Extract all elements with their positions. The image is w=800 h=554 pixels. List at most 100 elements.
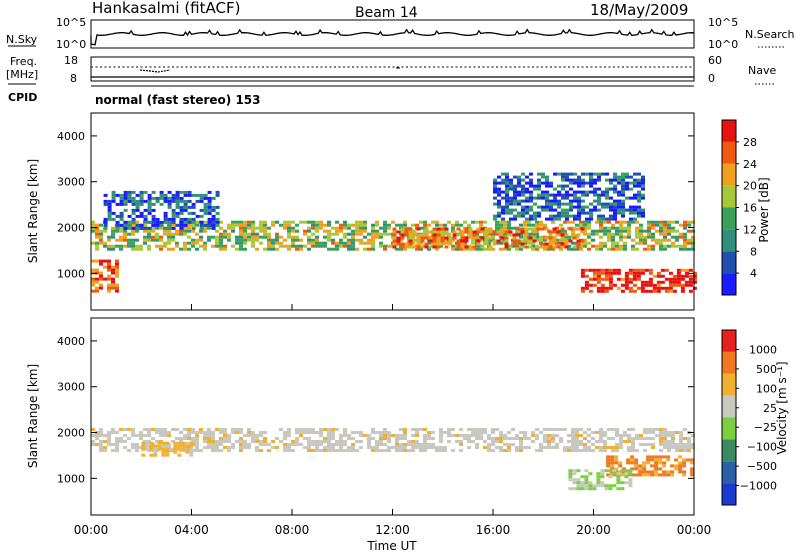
power-cell [557,202,561,206]
power-cell [155,226,159,230]
velocity-cell [511,443,515,446]
power-cell [191,229,195,233]
velocity-cell [443,449,447,452]
velocity-cell [223,440,227,443]
power-cell [99,223,103,227]
power-cell [521,184,525,188]
velocity-cell [383,431,387,434]
power-cell [151,220,156,224]
velocity-cell [215,443,219,446]
power-cell [163,196,168,200]
power-cell [676,283,681,287]
power-cell [667,226,671,230]
power-cell [231,220,235,224]
power-cell [335,244,339,248]
power-cell [505,202,509,206]
power-cell [583,244,587,248]
power-cell [115,226,120,230]
power-cell [559,223,563,227]
velocity-cell [141,447,146,451]
velocity-ytick-label: 2000 [57,427,85,440]
power-cell [179,223,184,227]
power-cell [355,247,359,251]
power-cell [143,217,148,221]
velocity-cell [643,449,647,452]
velocity-cell [523,446,527,449]
velocity-cell [255,446,259,449]
power-cell [147,208,152,212]
velocity-cell [343,434,347,437]
power-cell [544,236,549,240]
power-cell [115,286,119,290]
power-cell [239,241,243,245]
power-cell [493,214,497,218]
power-cell [415,247,419,251]
velocity-cell [163,428,167,431]
power-cell [163,229,167,233]
power-cell [471,220,475,224]
power-cell [621,178,625,182]
power-cell [525,181,529,185]
power-cell [553,196,557,200]
power-cell [207,211,212,215]
velocity-cell [185,444,190,448]
power-cell [561,214,565,218]
power-cell [115,202,120,206]
power-cell [609,205,613,209]
velocity-cell [387,449,391,452]
velocity-cell [367,437,371,440]
velocity-cell [603,443,607,446]
power-cell [432,230,437,234]
power-cell [537,184,541,188]
power-cell [504,242,509,246]
velocity-cell [618,470,623,474]
velocity-cell [263,437,267,440]
velocity-cell [91,443,95,446]
velocity-cell [167,431,171,434]
power-cell [521,178,525,182]
power-cell [691,244,695,248]
power-cell [597,214,601,218]
power-cell [111,193,116,197]
velocity-cell [319,434,323,437]
power-cell [585,172,589,176]
power-cell [648,271,653,275]
power-cell [561,172,565,176]
power-cell [497,205,501,209]
power-cell [467,232,471,236]
power-cell [355,229,359,233]
velocity-cell [327,434,331,437]
power-cell [404,245,409,249]
velocity-cell [123,434,127,437]
velocity-cell [459,440,463,443]
velocity-cell [630,458,635,462]
power-cell [553,202,557,206]
velocity-cell [539,449,543,452]
velocity-cell [616,487,621,491]
velocity-cell [95,437,99,440]
power-cell [211,235,215,239]
velocity-cell [115,437,119,440]
power-cell [611,232,615,236]
velocity-cell [638,467,643,471]
velocity-cell [475,437,479,440]
power-cell [263,229,267,233]
power-cell [412,233,417,237]
power-cell [632,283,637,287]
velocity-cell [431,431,435,434]
velocity-cell [495,437,499,440]
power-cell [127,241,131,245]
power-cell [548,236,553,240]
power-cell [537,187,541,191]
velocity-cell [263,443,267,446]
power-cell [640,268,645,272]
power-cell [679,247,683,251]
power-cell [540,245,545,249]
power-cell [392,245,397,249]
power-cell [676,280,681,284]
velocity-cell [519,449,523,452]
power-cell [623,220,627,224]
power-cell [603,232,607,236]
power-cell [569,187,573,191]
power-cell [251,229,255,233]
